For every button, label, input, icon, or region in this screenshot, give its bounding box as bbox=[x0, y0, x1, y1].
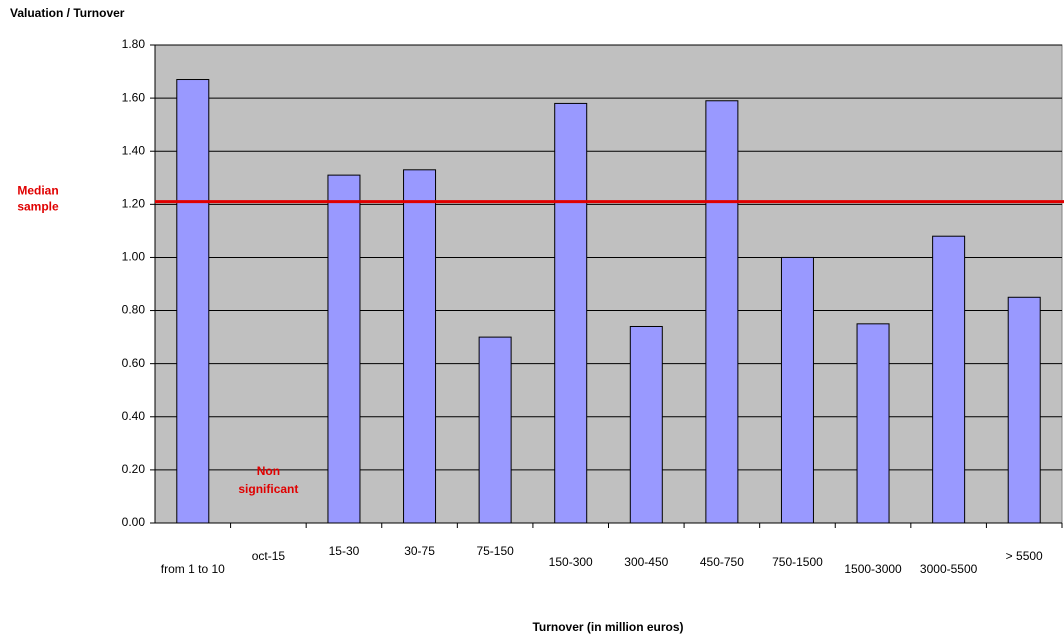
bar bbox=[856, 323, 890, 524]
y-tick-label: 0.00 bbox=[122, 515, 146, 529]
bar bbox=[1007, 296, 1041, 524]
bar bbox=[327, 174, 361, 524]
bar bbox=[478, 336, 512, 524]
x-tick-label: oct-15 bbox=[252, 549, 286, 563]
x-tick-label: 750-1500 bbox=[772, 555, 823, 569]
chart-title: Valuation / Turnover bbox=[10, 6, 125, 20]
plot-area bbox=[154, 44, 1063, 524]
y-tick-label: 1.40 bbox=[122, 143, 146, 157]
x-tick-label: 450-750 bbox=[700, 555, 744, 569]
median-label: Median sample bbox=[17, 184, 59, 214]
y-tick-label: 1.00 bbox=[122, 250, 146, 264]
bar bbox=[780, 256, 814, 524]
y-tick-label: 1.80 bbox=[122, 37, 146, 51]
x-tick-label: 3000-5500 bbox=[920, 562, 978, 576]
y-tick-label: 1.20 bbox=[122, 197, 146, 211]
y-tick-label: 0.80 bbox=[122, 303, 146, 317]
x-tick-label: 30-75 bbox=[404, 544, 435, 558]
y-tick-label: 0.60 bbox=[122, 356, 146, 370]
x-tick-label: 75-150 bbox=[476, 544, 514, 558]
y-tick-label: 1.60 bbox=[122, 90, 146, 104]
x-tick-label: from 1 to 10 bbox=[161, 562, 225, 576]
x-tick-label: 15-30 bbox=[329, 544, 360, 558]
bar bbox=[554, 102, 588, 524]
bar bbox=[176, 79, 210, 524]
x-tick-label: 1500-3000 bbox=[844, 562, 902, 576]
x-tick-label: 150-300 bbox=[549, 555, 593, 569]
bar bbox=[932, 235, 966, 524]
y-tick-label: 0.20 bbox=[122, 462, 146, 476]
x-tick-label: > 5500 bbox=[1006, 549, 1043, 563]
annotation: Non significant bbox=[238, 464, 298, 496]
x-tick-label: 300-450 bbox=[624, 555, 668, 569]
bar bbox=[403, 169, 437, 524]
bar bbox=[629, 325, 663, 524]
x-axis-label: Turnover (in million euros) bbox=[532, 620, 683, 634]
y-tick-label: 0.40 bbox=[122, 409, 146, 423]
bar bbox=[705, 100, 739, 524]
